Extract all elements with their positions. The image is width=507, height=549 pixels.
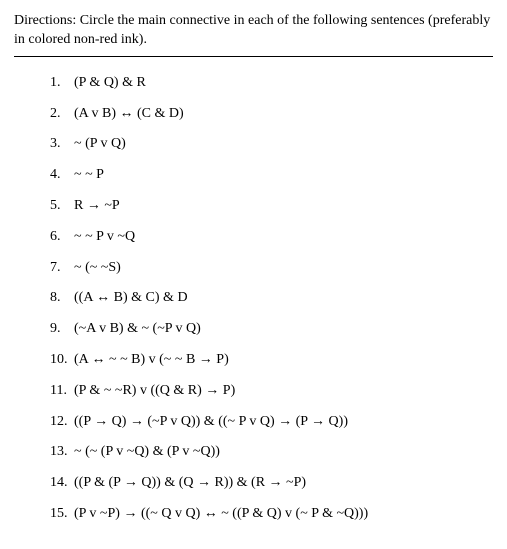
item-formula: ~ (P v Q)	[70, 136, 126, 151]
item-formula: (A v B) ↔ (C & D)	[70, 106, 184, 121]
item-number: 3.	[50, 136, 70, 153]
list-item: 12.((P → Q) → (~P v Q)) & ((~ P v Q) → (…	[50, 414, 493, 431]
list-item: 13.~ (~ (P v ~Q) & (P v ~Q))	[50, 444, 493, 461]
list-item: 9.(~A v B) & ~ (~P v Q)	[50, 321, 493, 338]
list-item: 5.R → ~P	[50, 198, 493, 215]
item-number: 1.	[50, 75, 70, 92]
item-formula: (~A v B) & ~ (~P v Q)	[70, 321, 201, 336]
item-formula: ~ ~ P v ~Q	[70, 229, 135, 244]
item-formula: (P & ~ ~R) v ((Q & R) → P)	[70, 383, 235, 398]
item-number: 9.	[50, 321, 70, 338]
list-item: 2.(A v B) ↔ (C & D)	[50, 106, 493, 123]
item-number: 12.	[50, 414, 70, 431]
item-formula: ((P → Q) → (~P v Q)) & ((~ P v Q) → (P →…	[70, 414, 348, 429]
list-item: 14.((P & (P → Q)) & (Q → R)) & (R → ~P)	[50, 475, 493, 492]
item-formula: (P v ~P) → ((~ Q v Q) ↔ ~ ((P & Q) v (~ …	[70, 506, 368, 521]
directions-text: Directions: Circle the main connective i…	[14, 12, 493, 50]
item-number: 4.	[50, 167, 70, 184]
item-number: 15.	[50, 506, 70, 523]
list-item: 15.(P v ~P) → ((~ Q v Q) ↔ ~ ((P & Q) v …	[50, 506, 493, 523]
item-number: 13.	[50, 444, 70, 461]
list-item: 1.(P & Q) & R	[50, 75, 493, 92]
item-formula: ~ ~ P	[70, 167, 104, 182]
problem-list: 1.(P & Q) & R 2.(A v B) ↔ (C & D) 3.~ (P…	[14, 75, 493, 523]
item-formula: (P & Q) & R	[70, 75, 146, 90]
item-number: 5.	[50, 198, 70, 215]
list-item: 6.~ ~ P v ~Q	[50, 229, 493, 246]
item-number: 10.	[50, 352, 70, 369]
divider	[14, 56, 493, 57]
item-formula: ~ (~ (P v ~Q) & (P v ~Q))	[70, 444, 220, 459]
list-item: 3.~ (P v Q)	[50, 136, 493, 153]
item-formula: ((A ↔ B) & C) & D	[70, 290, 188, 305]
list-item: 7.~ (~ ~S)	[50, 260, 493, 277]
item-formula: R → ~P	[70, 198, 120, 213]
list-item: 4.~ ~ P	[50, 167, 493, 184]
item-number: 11.	[50, 383, 70, 400]
list-item: 11.(P & ~ ~R) v ((Q & R) → P)	[50, 383, 493, 400]
item-number: 8.	[50, 290, 70, 307]
item-formula: ((P & (P → Q)) & (Q → R)) & (R → ~P)	[70, 475, 306, 490]
list-item: 8.((A ↔ B) & C) & D	[50, 290, 493, 307]
item-formula: (A ↔ ~ ~ B) v (~ ~ B → P)	[70, 352, 229, 367]
item-number: 7.	[50, 260, 70, 277]
item-number: 2.	[50, 106, 70, 123]
item-number: 6.	[50, 229, 70, 246]
item-formula: ~ (~ ~S)	[70, 260, 121, 275]
list-item: 10.(A ↔ ~ ~ B) v (~ ~ B → P)	[50, 352, 493, 369]
item-number: 14.	[50, 475, 70, 492]
